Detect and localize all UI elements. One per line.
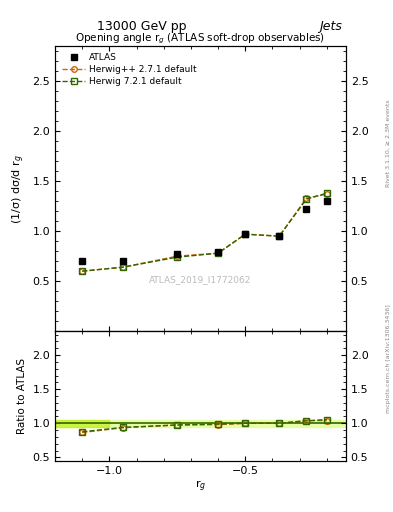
Text: 13000 GeV pp: 13000 GeV pp [97, 20, 186, 33]
Y-axis label: Ratio to ATLAS: Ratio to ATLAS [17, 358, 27, 434]
Y-axis label: (1/σ) dσ/d r$_g$: (1/σ) dσ/d r$_g$ [11, 154, 27, 224]
X-axis label: r$_g$: r$_g$ [195, 478, 206, 494]
Text: Rivet 3.1.10, ≥ 2.3M events: Rivet 3.1.10, ≥ 2.3M events [386, 99, 391, 187]
Text: ATLAS_2019_I1772062: ATLAS_2019_I1772062 [149, 275, 252, 284]
Text: Jets: Jets [319, 20, 342, 33]
Bar [55, 420, 346, 426]
Legend: ATLAS, Herwig++ 2.7.1 default, Herwig 7.2.1 default: ATLAS, Herwig++ 2.7.1 default, Herwig 7.… [59, 51, 200, 89]
Title: Opening angle r$_g$ (ATLAS soft-drop observables): Opening angle r$_g$ (ATLAS soft-drop obs… [75, 32, 325, 46]
Text: mcplots.cern.ch [arXiv:1306.3436]: mcplots.cern.ch [arXiv:1306.3436] [386, 304, 391, 413]
Bar [55, 420, 109, 426]
